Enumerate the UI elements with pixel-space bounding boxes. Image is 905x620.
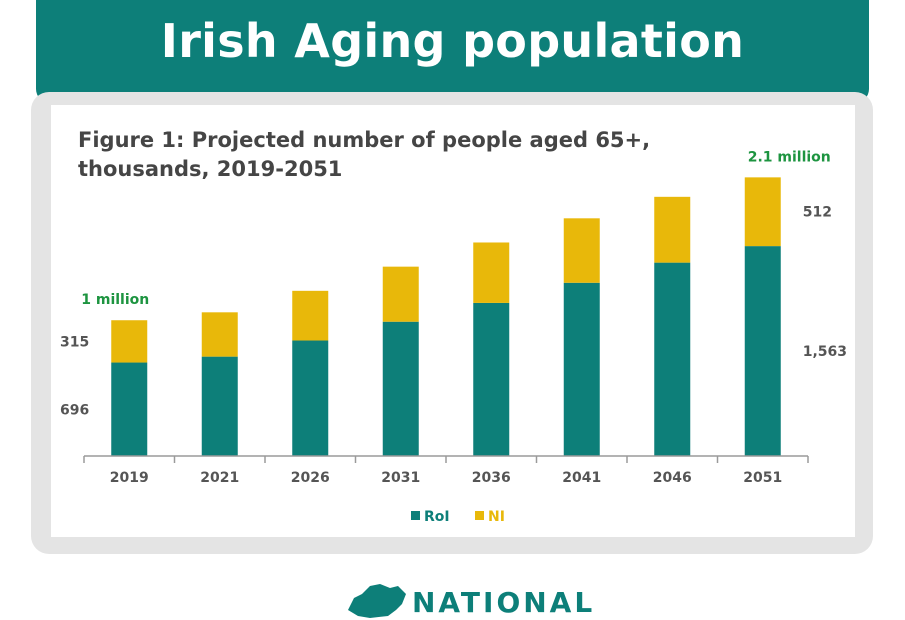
x-tick-label: 2026 bbox=[291, 470, 330, 486]
x-tick-label: 2046 bbox=[653, 470, 692, 486]
total-label: 2.1 million bbox=[748, 149, 831, 165]
bar-ni-2051 bbox=[744, 177, 781, 247]
x-tick-label: 2051 bbox=[743, 470, 782, 486]
header-banner: Irish Aging population bbox=[36, 0, 869, 103]
bar-ni-2046 bbox=[654, 196, 691, 263]
legend-swatch-roi bbox=[411, 511, 420, 520]
segment-label-ni: 512 bbox=[803, 205, 832, 221]
total-label: 1 million bbox=[81, 292, 149, 308]
bar-ni-2036 bbox=[473, 242, 510, 303]
legend-label-roi: RoI bbox=[424, 509, 450, 525]
bar-ni-2031 bbox=[382, 266, 419, 322]
bar-ni-2026 bbox=[292, 290, 329, 341]
figure-title: Figure 1: Projected number of people age… bbox=[78, 128, 651, 181]
x-tick-label: 2019 bbox=[110, 470, 149, 486]
page-title: Irish Aging population bbox=[160, 13, 745, 68]
bar-roi-2041 bbox=[563, 282, 600, 456]
segment-label-ni: 315 bbox=[60, 334, 89, 350]
bar-ni-2041 bbox=[563, 218, 600, 283]
bar-roi-2026 bbox=[292, 340, 329, 456]
segment-label-roi: 1,563 bbox=[803, 344, 847, 360]
x-tick-label: 2036 bbox=[472, 470, 511, 486]
bar-roi-2021 bbox=[201, 356, 238, 456]
segment-label-roi: 696 bbox=[60, 402, 89, 418]
bar-roi-2019 bbox=[111, 362, 148, 456]
legend-swatch-ni bbox=[475, 511, 484, 520]
bar-roi-2036 bbox=[473, 302, 510, 456]
legend-label-ni: NI bbox=[488, 509, 505, 525]
bar-ni-2021 bbox=[201, 312, 238, 357]
bar-roi-2031 bbox=[382, 321, 419, 456]
bar-roi-2051 bbox=[744, 246, 781, 456]
logo-text: NATIONAL bbox=[412, 586, 596, 619]
bar-roi-2046 bbox=[654, 262, 691, 456]
x-tick-label: 2031 bbox=[381, 470, 420, 486]
x-tick-label: 2021 bbox=[200, 470, 239, 486]
ireland-map-icon bbox=[348, 584, 406, 618]
chart-card bbox=[51, 105, 855, 537]
organization-logo: NATIONAL bbox=[340, 580, 600, 620]
x-tick-label: 2041 bbox=[562, 470, 601, 486]
bar-ni-2019 bbox=[111, 320, 148, 363]
